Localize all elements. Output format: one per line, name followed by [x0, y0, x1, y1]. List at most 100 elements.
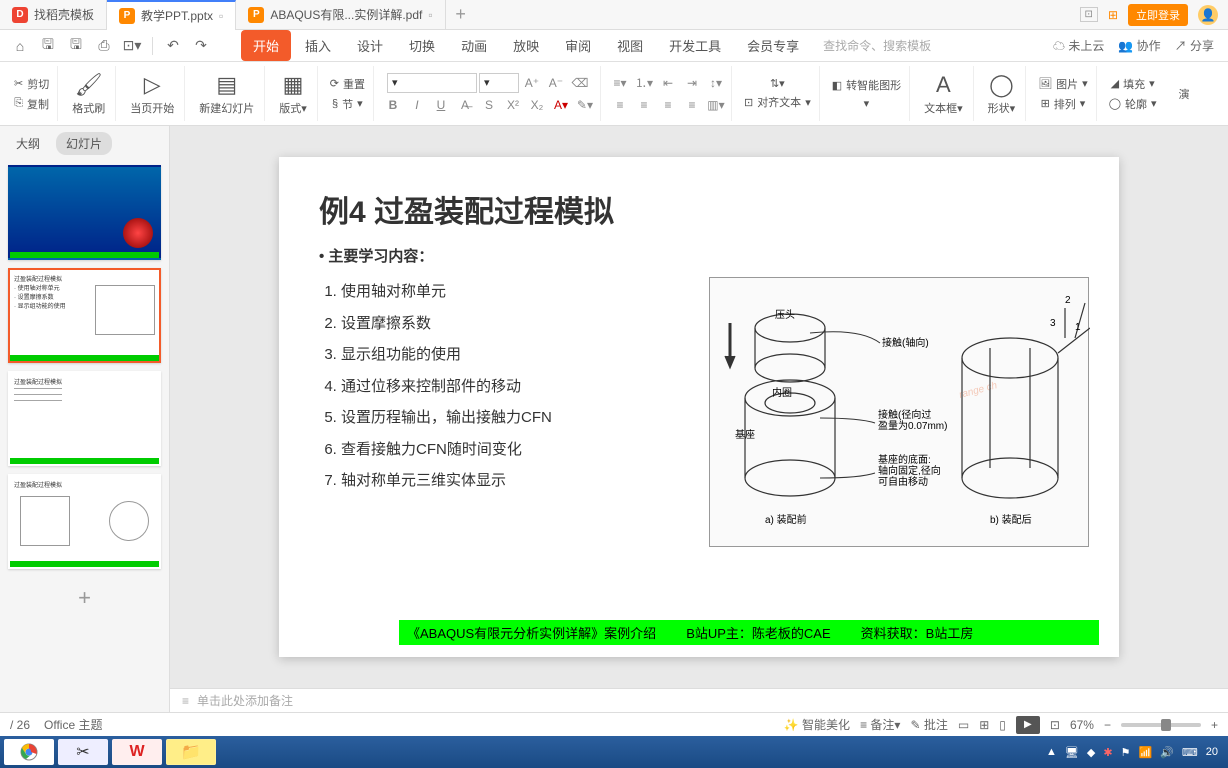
from-current-button[interactable]: ▷当页开始: [124, 70, 180, 118]
redo-icon[interactable]: ↷: [189, 34, 213, 58]
share-button[interactable]: ↗ 分享: [1175, 37, 1214, 54]
notes-pane[interactable]: ≡ 单击此处添加备注: [170, 688, 1228, 712]
underline-icon[interactable]: U: [430, 95, 452, 115]
play-button[interactable]: 演: [1173, 84, 1196, 104]
highlight-icon[interactable]: ✎▾: [574, 95, 596, 115]
slides-tab[interactable]: 幻灯片: [56, 132, 112, 155]
copy-button[interactable]: ⎘ 复制: [10, 95, 53, 113]
font-family-select[interactable]: ▾: [387, 73, 477, 93]
theme-indicator[interactable]: Office 主题: [44, 716, 102, 733]
command-search[interactable]: 查找命令、搜索模板: [823, 37, 931, 54]
strike-icon[interactable]: A̶: [454, 95, 476, 115]
slide-thumbnail[interactable]: 过盈装配过程模拟————————————————————————: [8, 371, 161, 466]
bold-icon[interactable]: B: [382, 95, 404, 115]
tray-time[interactable]: 20: [1206, 746, 1218, 758]
preview-icon[interactable]: ⊡▾: [120, 34, 144, 58]
section-button[interactable]: § 节▾: [328, 95, 367, 113]
notes-toggle[interactable]: ≡ 备注▾: [860, 716, 900, 733]
tab-pdf[interactable]: P ABAQUS有限...实例详解.pdf ▫: [236, 0, 445, 30]
align-center-icon[interactable]: ≡: [633, 95, 655, 115]
picture-button[interactable]: 🖼 图片▾: [1034, 75, 1092, 93]
menu-animation[interactable]: 动画: [449, 30, 499, 61]
bullets-icon[interactable]: ≡▾: [609, 73, 631, 93]
tab-menu-icon[interactable]: ▫: [219, 9, 223, 23]
outline-tab[interactable]: 大纲: [6, 132, 50, 155]
cloud-status[interactable]: ☁ 未上云: [1053, 37, 1104, 54]
layout-icon[interactable]: ⊡: [1080, 7, 1098, 22]
font-color-icon[interactable]: A▾: [550, 95, 572, 115]
snip-task-icon[interactable]: ✂: [58, 739, 108, 765]
italic-icon[interactable]: I: [406, 95, 428, 115]
print-icon[interactable]: ⎙: [92, 34, 116, 58]
align-text-button[interactable]: ⊡ 对齐文本▾: [740, 93, 815, 111]
new-tab-button[interactable]: +: [446, 4, 476, 25]
fill-button[interactable]: ◢ 填充▾: [1107, 75, 1159, 93]
align-left-icon[interactable]: ≡: [609, 95, 631, 115]
align-justify-icon[interactable]: ≡: [681, 95, 703, 115]
tray-up-icon[interactable]: ▲: [1046, 746, 1057, 758]
text-direction-icon[interactable]: ⇅▾: [766, 76, 789, 91]
zoom-slider[interactable]: [1121, 723, 1201, 727]
slideshow-button[interactable]: ▶: [1016, 716, 1040, 734]
font-size-select[interactable]: ▾: [479, 73, 519, 93]
arrange-button[interactable]: ⊞ 排列▾: [1037, 95, 1090, 113]
shadow-icon[interactable]: S: [478, 95, 500, 115]
indent-inc-icon[interactable]: ⇥: [681, 73, 703, 93]
user-avatar[interactable]: 👤: [1198, 5, 1218, 25]
menu-review[interactable]: 审阅: [553, 30, 603, 61]
current-slide[interactable]: 例4 过盈装配过程模拟 • 主要学习内容： 使用轴对称单元 设置摩擦系数 显示组…: [279, 157, 1119, 657]
page-indicator[interactable]: / 26: [10, 718, 30, 732]
tray-shield-icon[interactable]: ◆: [1087, 746, 1095, 759]
numbering-icon[interactable]: ⒈▾: [633, 73, 655, 93]
menu-insert[interactable]: 插入: [293, 30, 343, 61]
slide-thumbnail[interactable]: [8, 165, 161, 260]
thumbnail-list[interactable]: 过盈装配过程模拟· 使用轴对称单元· 设置摩擦系数· 显示组功能的使用 过盈装配…: [0, 161, 169, 712]
menu-slideshow[interactable]: 放映: [501, 30, 551, 61]
increase-font-icon[interactable]: A⁺: [521, 73, 543, 93]
undo-icon[interactable]: ↶: [161, 34, 185, 58]
smart-graphic-button[interactable]: ◧ 转智能图形: [828, 76, 905, 94]
view-normal-icon[interactable]: ▭: [958, 718, 969, 732]
shape-button[interactable]: ◯形状▾: [982, 70, 1022, 118]
tab-templates[interactable]: D 找稻壳模板: [0, 0, 107, 30]
tray-ime-icon[interactable]: ⌨: [1182, 746, 1198, 759]
outline-button[interactable]: ◯ 轮廓▾: [1105, 95, 1161, 113]
layout-button[interactable]: ▦版式▾: [273, 70, 313, 118]
view-reading-icon[interactable]: ▯: [999, 718, 1006, 732]
menu-transition[interactable]: 切换: [397, 30, 447, 61]
columns-icon[interactable]: ▥▾: [705, 95, 727, 115]
comments-toggle[interactable]: ✎ 批注: [910, 716, 947, 733]
slide-thumbnail[interactable]: 过盈装配过程模拟: [8, 474, 161, 569]
tray-flag-icon[interactable]: ⚑: [1121, 746, 1131, 759]
zoom-out-icon[interactable]: −: [1104, 718, 1111, 732]
line-spacing-icon[interactable]: ↕▾: [705, 73, 727, 93]
cut-button[interactable]: ✂ 剪切: [10, 75, 53, 93]
save-icon[interactable]: 🖫: [36, 34, 60, 58]
indent-dec-icon[interactable]: ⇤: [657, 73, 679, 93]
zoom-in-icon[interactable]: +: [1211, 718, 1218, 732]
menu-start[interactable]: 开始: [241, 30, 291, 61]
saveas-icon[interactable]: 🖫: [64, 34, 88, 58]
cooperate-button[interactable]: 👥 协作: [1118, 37, 1160, 54]
slide-canvas[interactable]: 例4 过盈装配过程模拟 • 主要学习内容： 使用轴对称单元 设置摩擦系数 显示组…: [170, 126, 1228, 688]
decrease-font-icon[interactable]: A⁻: [545, 73, 567, 93]
clear-format-icon[interactable]: ⌫: [569, 73, 591, 93]
grid-icon[interactable]: ⊞: [1108, 8, 1118, 22]
explorer-task-icon[interactable]: 📁: [166, 739, 216, 765]
fit-icon[interactable]: ⊡: [1050, 718, 1060, 732]
new-slide-button[interactable]: ▤新建幻灯片: [193, 70, 260, 118]
tray-plug-icon[interactable]: 🖥: [1065, 746, 1079, 759]
login-button[interactable]: 立即登录: [1128, 4, 1188, 26]
add-slide-button[interactable]: +: [8, 577, 161, 619]
view-sorter-icon[interactable]: ⊞: [979, 718, 989, 732]
menu-design[interactable]: 设计: [345, 30, 395, 61]
slide-thumbnail[interactable]: 过盈装配过程模拟· 使用轴对称单元· 设置摩擦系数· 显示组功能的使用: [8, 268, 161, 363]
tray-app-icon[interactable]: ✱: [1103, 746, 1112, 759]
wps-task-icon[interactable]: W: [112, 739, 162, 765]
tab-menu-icon[interactable]: ▫: [428, 8, 432, 22]
align-right-icon[interactable]: ≡: [657, 95, 679, 115]
beautify-button[interactable]: ✨ 智能美化: [784, 716, 850, 733]
tab-ppt[interactable]: P 教学PPT.pptx ▫: [107, 0, 236, 30]
format-painter-button[interactable]: 🖌格式刷: [66, 70, 111, 118]
menu-vip[interactable]: 会员专享: [735, 30, 811, 61]
